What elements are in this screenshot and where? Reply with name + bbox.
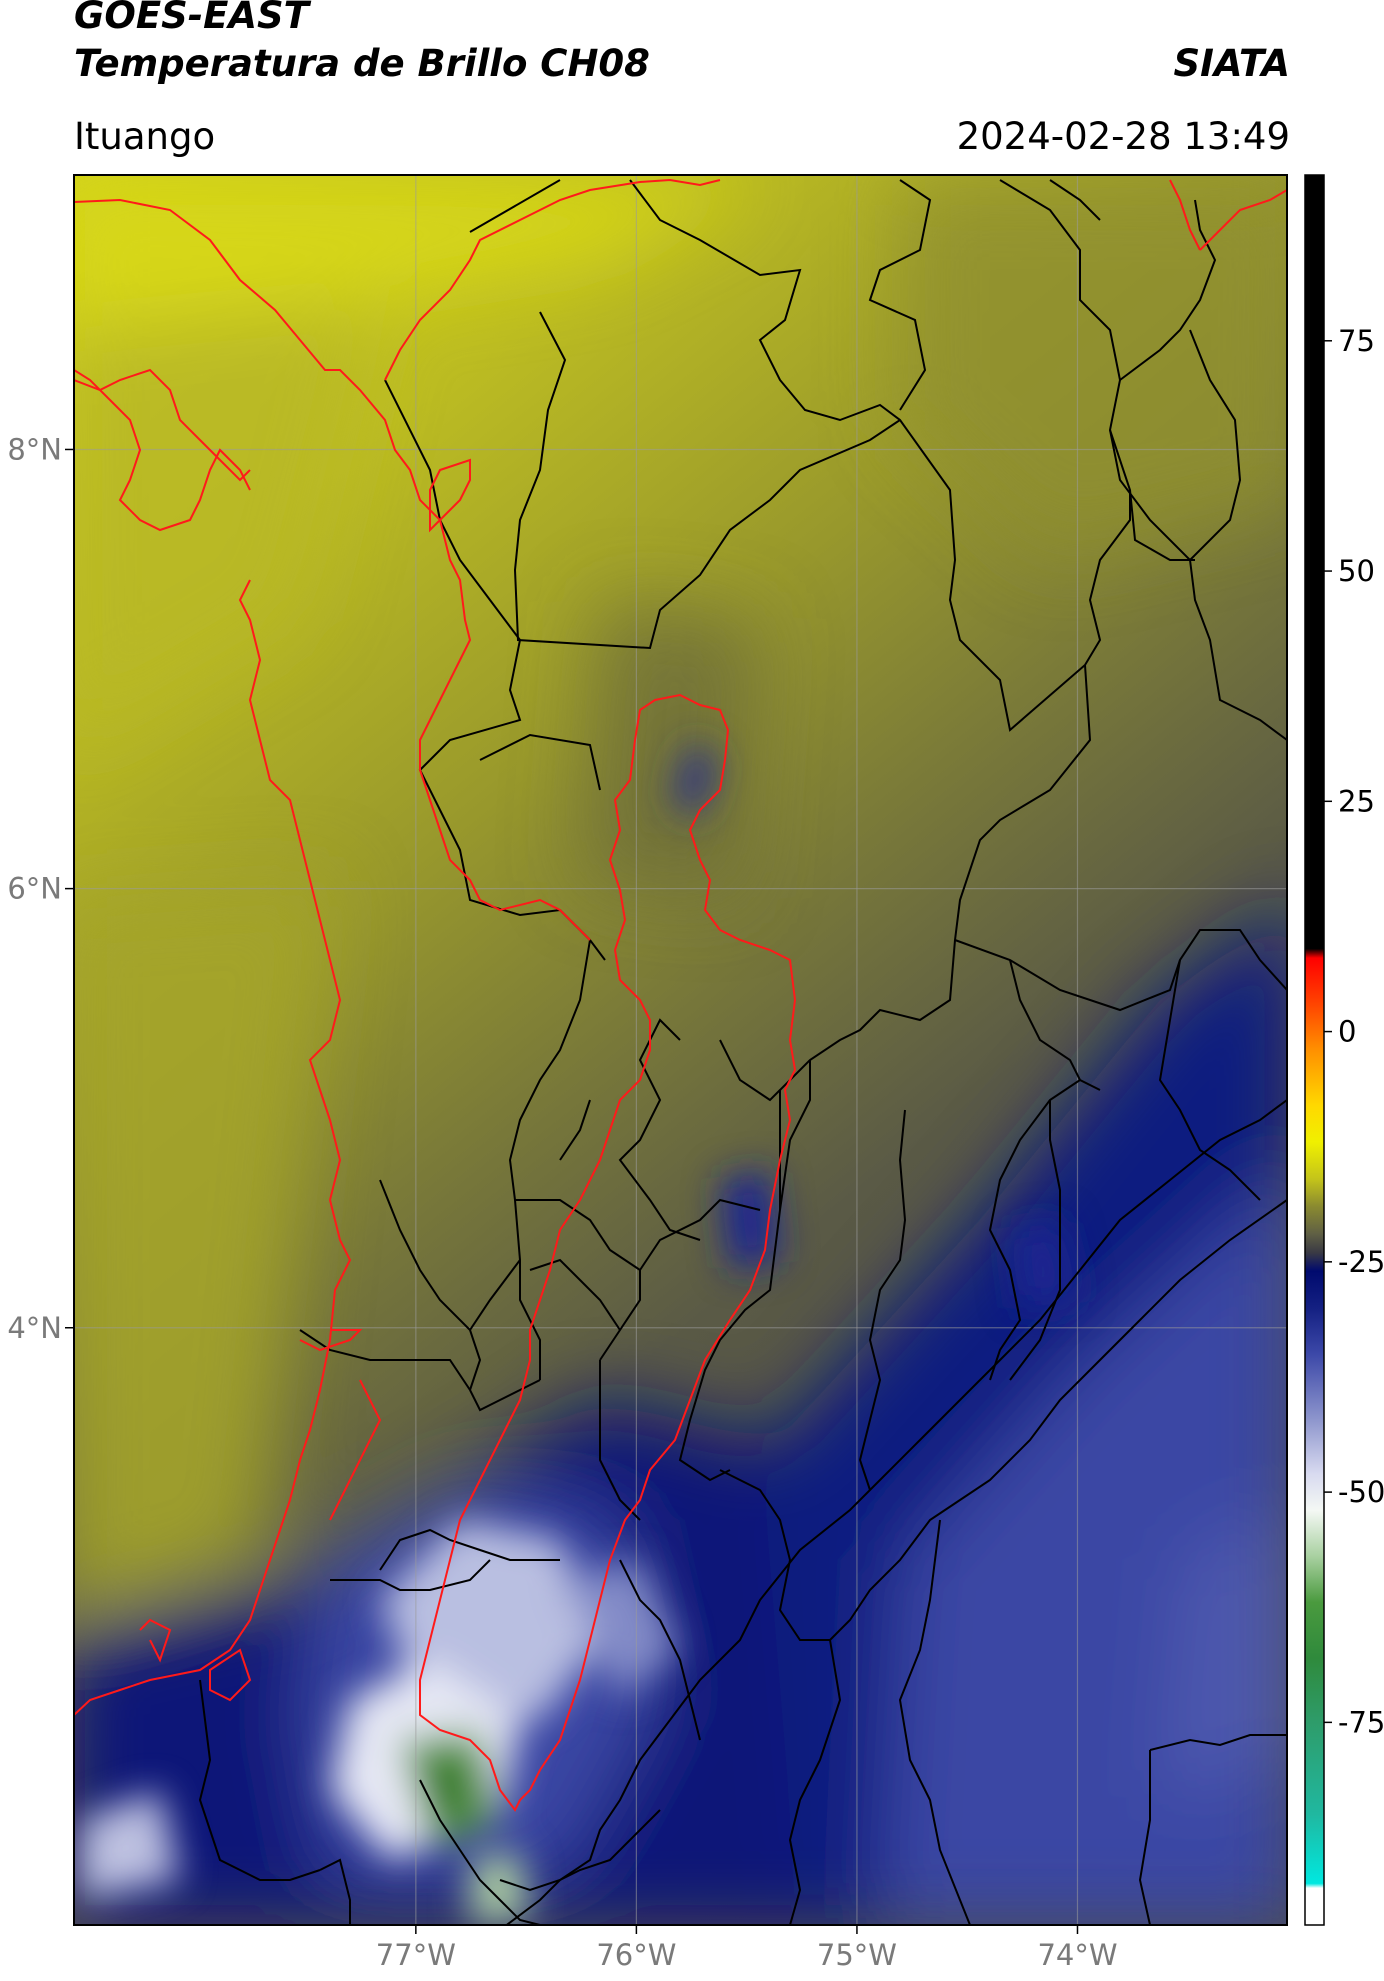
colorbar-fill — [1305, 175, 1324, 1925]
lat-axis: 8°N 6°N 4°N — [7, 432, 74, 1345]
colorbar-tick-label: 0 — [1338, 1015, 1356, 1049]
lon-tick-label: 76°W — [596, 1938, 676, 1972]
map-frame — [73, 174, 1288, 1926]
location-label: Ituango — [74, 115, 216, 158]
lat-tick-label: 4°N — [7, 1311, 62, 1345]
coastline — [74, 178, 1287, 1716]
satellite-map — [74, 175, 1287, 1925]
lat-tick-label: 6°N — [7, 872, 62, 906]
lon-tick-label: 77°W — [376, 1938, 456, 1972]
gridlines — [74, 175, 1287, 1925]
title-line-2: Temperatura de Brillo CH08 — [74, 42, 650, 85]
colorbar-tick-label: -75 — [1338, 1705, 1384, 1739]
brand-label: SIATA — [1173, 42, 1290, 85]
colorbar-frame — [1304, 174, 1325, 1926]
datetime-label: 2024-02-28 13:49 — [956, 115, 1290, 158]
title-line-1: GOES-EAST — [74, 0, 309, 37]
colorbar-ticks: 75 50 25 0 -25 -50 -75 — [1324, 324, 1384, 1739]
department-borders — [198, 179, 1287, 1925]
colorbar-tick-label: 25 — [1338, 784, 1375, 818]
colorbar-tick-label: 50 — [1338, 554, 1375, 588]
colorbar-tick-label: -25 — [1338, 1245, 1384, 1279]
colorbar-tick-label: -50 — [1338, 1475, 1384, 1509]
lon-tick-label: 75°W — [817, 1938, 897, 1972]
lon-axis: 77°W 76°W 75°W 74°W — [376, 1925, 1118, 1972]
ituango-basin-outline — [419, 693, 797, 1812]
lat-tick-label: 8°N — [7, 432, 62, 466]
colorbar: 75 50 25 0 -25 -50 -75 — [1304, 174, 1384, 1926]
lon-tick-label: 74°W — [1037, 1938, 1117, 1972]
colorbar-tick-label: 75 — [1338, 324, 1375, 358]
